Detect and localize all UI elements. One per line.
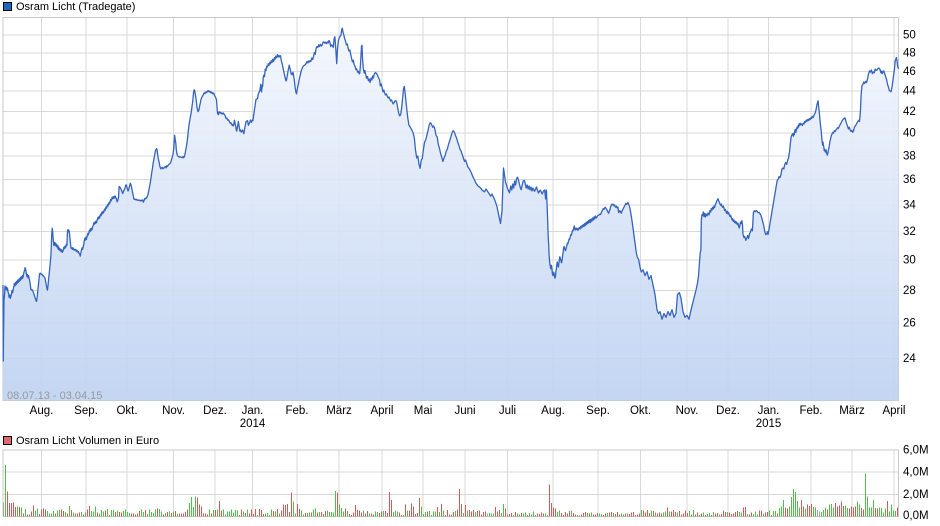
svg-text:32: 32 xyxy=(903,226,916,238)
svg-text:Sep.: Sep. xyxy=(74,405,98,417)
svg-text:März: März xyxy=(839,405,865,417)
svg-text:4,0M: 4,0M xyxy=(903,467,929,479)
svg-text:Juli: Juli xyxy=(499,405,516,417)
svg-text:46: 46 xyxy=(903,66,916,78)
svg-text:Aug.: Aug. xyxy=(541,405,565,417)
svg-text:Okt.: Okt. xyxy=(630,405,651,417)
svg-text:März: März xyxy=(326,405,352,417)
svg-text:Sep.: Sep. xyxy=(586,405,610,417)
svg-text:42: 42 xyxy=(903,106,916,118)
svg-text:April: April xyxy=(882,405,905,417)
svg-text:Osram Licht (Tradegate): Osram Licht (Tradegate) xyxy=(16,1,135,13)
svg-text:Feb.: Feb. xyxy=(799,405,822,417)
svg-text:48: 48 xyxy=(903,47,916,59)
svg-text:0,0M: 0,0M xyxy=(903,510,929,522)
svg-text:April: April xyxy=(370,405,393,417)
svg-text:26: 26 xyxy=(903,318,916,330)
svg-text:Okt.: Okt. xyxy=(116,405,137,417)
svg-text:Feb.: Feb. xyxy=(285,405,308,417)
svg-text:36: 36 xyxy=(903,174,916,186)
svg-text:Mai: Mai xyxy=(414,405,433,417)
svg-text:Dez.: Dez. xyxy=(716,405,740,417)
svg-text:50: 50 xyxy=(903,29,916,41)
svg-text:2014: 2014 xyxy=(240,418,266,430)
svg-text:Osram Licht Volumen in Euro: Osram Licht Volumen in Euro xyxy=(16,435,159,447)
svg-text:40: 40 xyxy=(903,128,916,140)
svg-text:Jan.: Jan. xyxy=(242,405,264,417)
svg-text:Jan.: Jan. xyxy=(758,405,780,417)
svg-text:2015: 2015 xyxy=(756,418,782,430)
svg-text:08.07.13 - 03.04.15: 08.07.13 - 03.04.15 xyxy=(7,390,102,402)
svg-text:Juni: Juni xyxy=(454,405,475,417)
svg-text:6,0M: 6,0M xyxy=(903,445,929,457)
svg-text:Nov.: Nov. xyxy=(676,405,699,417)
svg-text:Nov.: Nov. xyxy=(162,405,185,417)
svg-text:24: 24 xyxy=(903,353,916,365)
svg-text:Aug.: Aug. xyxy=(30,405,54,417)
svg-text:2,0M: 2,0M xyxy=(903,489,929,501)
svg-text:Dez.: Dez. xyxy=(203,405,227,417)
svg-text:34: 34 xyxy=(903,199,916,211)
svg-text:28: 28 xyxy=(903,285,916,297)
svg-text:30: 30 xyxy=(903,254,916,266)
svg-text:44: 44 xyxy=(903,86,916,98)
svg-text:38: 38 xyxy=(903,150,916,162)
